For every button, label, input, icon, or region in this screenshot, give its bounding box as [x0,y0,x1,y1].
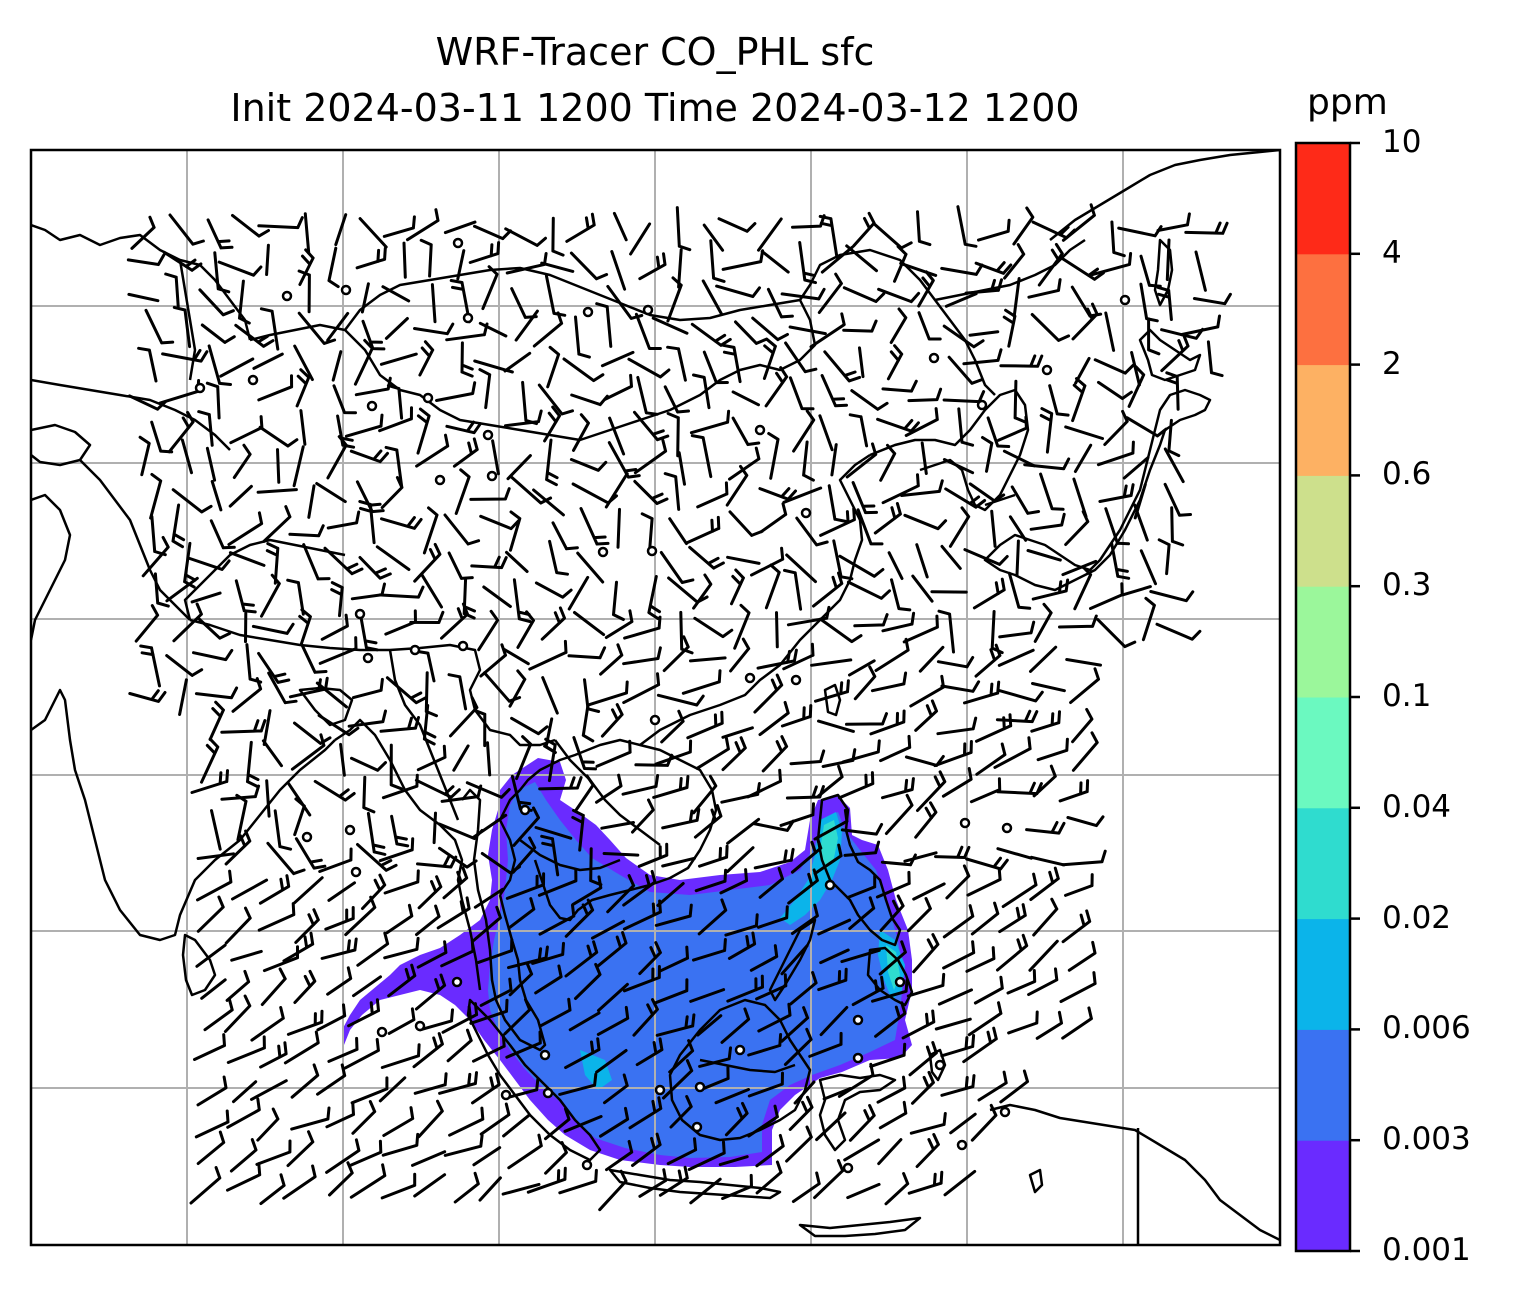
calm-wind-circle [464,314,472,322]
calm-wind-circle [693,1123,701,1131]
calm-wind-circle [583,1161,591,1169]
calm-wind-circle [454,239,462,247]
calm-wind-circle [656,1086,664,1094]
calm-wind-circle [346,826,354,834]
wind-barb [404,243,405,277]
calm-wind-circle [1121,296,1129,304]
calm-wind-circle [249,376,257,384]
calm-wind-circle [283,292,291,300]
colorbar-tick-label: 0.003 [1382,1121,1471,1157]
calm-wind-circle [736,1046,744,1054]
calm-wind-circle [756,426,764,434]
calm-wind-circle [746,674,754,682]
calm-wind-circle [488,472,496,480]
calm-wind-circle [802,509,810,517]
calm-wind-circle [1001,1108,1009,1116]
calm-wind-circle [196,384,204,392]
colorbar-band [1296,365,1350,476]
colorbar-band [1296,697,1350,808]
colorbar-band [1296,919,1350,1030]
colorbar-tick-label: 0.3 [1382,567,1431,603]
calm-wind-circle [644,306,652,314]
calm-wind-circle [696,1083,704,1091]
calm-wind-circle [854,1054,862,1062]
calm-wind-circle [378,1028,386,1036]
calm-wind-circle [368,402,376,410]
calm-wind-circle [453,978,461,986]
calm-wind-circle [854,1016,862,1024]
calm-wind-circle [896,978,904,986]
colorbar-tick-label: 0.04 [1382,789,1451,825]
calm-wind-circle [648,547,656,555]
colorbar-tick-label: 0.02 [1382,900,1451,936]
colorbar-tick-label: 0.1 [1382,678,1431,714]
colorbar-tick-label: 2 [1382,346,1402,382]
calm-wind-circle [352,868,360,876]
colorbar-tick-label: 0.006 [1382,1010,1471,1046]
calm-wind-circle [844,1164,852,1172]
wind-barb [278,450,279,483]
colorbar [1296,143,1360,1252]
calm-wind-circle [436,476,444,484]
colorbar-band [1296,586,1350,697]
colorbar-tick-label: 0.6 [1382,456,1431,492]
calm-wind-circle [502,1091,510,1099]
calm-wind-circle [584,308,592,316]
calm-wind-circle [792,676,800,684]
calm-wind-circle [961,819,969,827]
colorbar-band [1296,1140,1350,1251]
colorbar-tick-label: 10 [1382,124,1421,160]
wind-barb [434,813,435,843]
map-panel [31,150,1280,1245]
wind-barb [1167,240,1169,280]
calm-wind-circle [1043,366,1051,374]
wind-barb [1017,541,1018,575]
colorbar-band [1296,1029,1350,1140]
calm-wind-circle [958,1141,966,1149]
calm-wind-circle [303,833,311,841]
calm-wind-circle [930,354,938,362]
colorbar-band [1296,475,1350,586]
colorbar-tick-label: 4 [1382,235,1402,271]
calm-wind-circle [541,1051,549,1059]
colorbar-band [1296,254,1350,365]
calm-wind-circle [356,610,364,618]
calm-wind-circle [416,1022,424,1030]
calm-wind-circle [424,394,432,402]
calm-wind-circle [459,642,467,650]
wind-barb [604,854,638,856]
calm-wind-circle [544,1089,552,1097]
colorbar-band [1296,143,1350,254]
calm-wind-circle [826,881,834,889]
calm-wind-circle [1003,824,1011,832]
calm-wind-circle [936,1061,944,1069]
colorbar-tick-label: 0.001 [1382,1232,1471,1268]
calm-wind-circle [978,401,986,409]
wind-barb [618,509,620,547]
calm-wind-circle [364,654,372,662]
calm-wind-circle [411,646,419,654]
wind-barb [777,613,778,647]
calm-wind-circle [484,431,492,439]
calm-wind-circle [521,806,529,814]
wind-barb [267,245,269,274]
colorbar-band [1296,808,1350,919]
calm-wind-circle [342,286,350,294]
calm-wind-circle [651,716,659,724]
calm-wind-circle [599,548,607,556]
